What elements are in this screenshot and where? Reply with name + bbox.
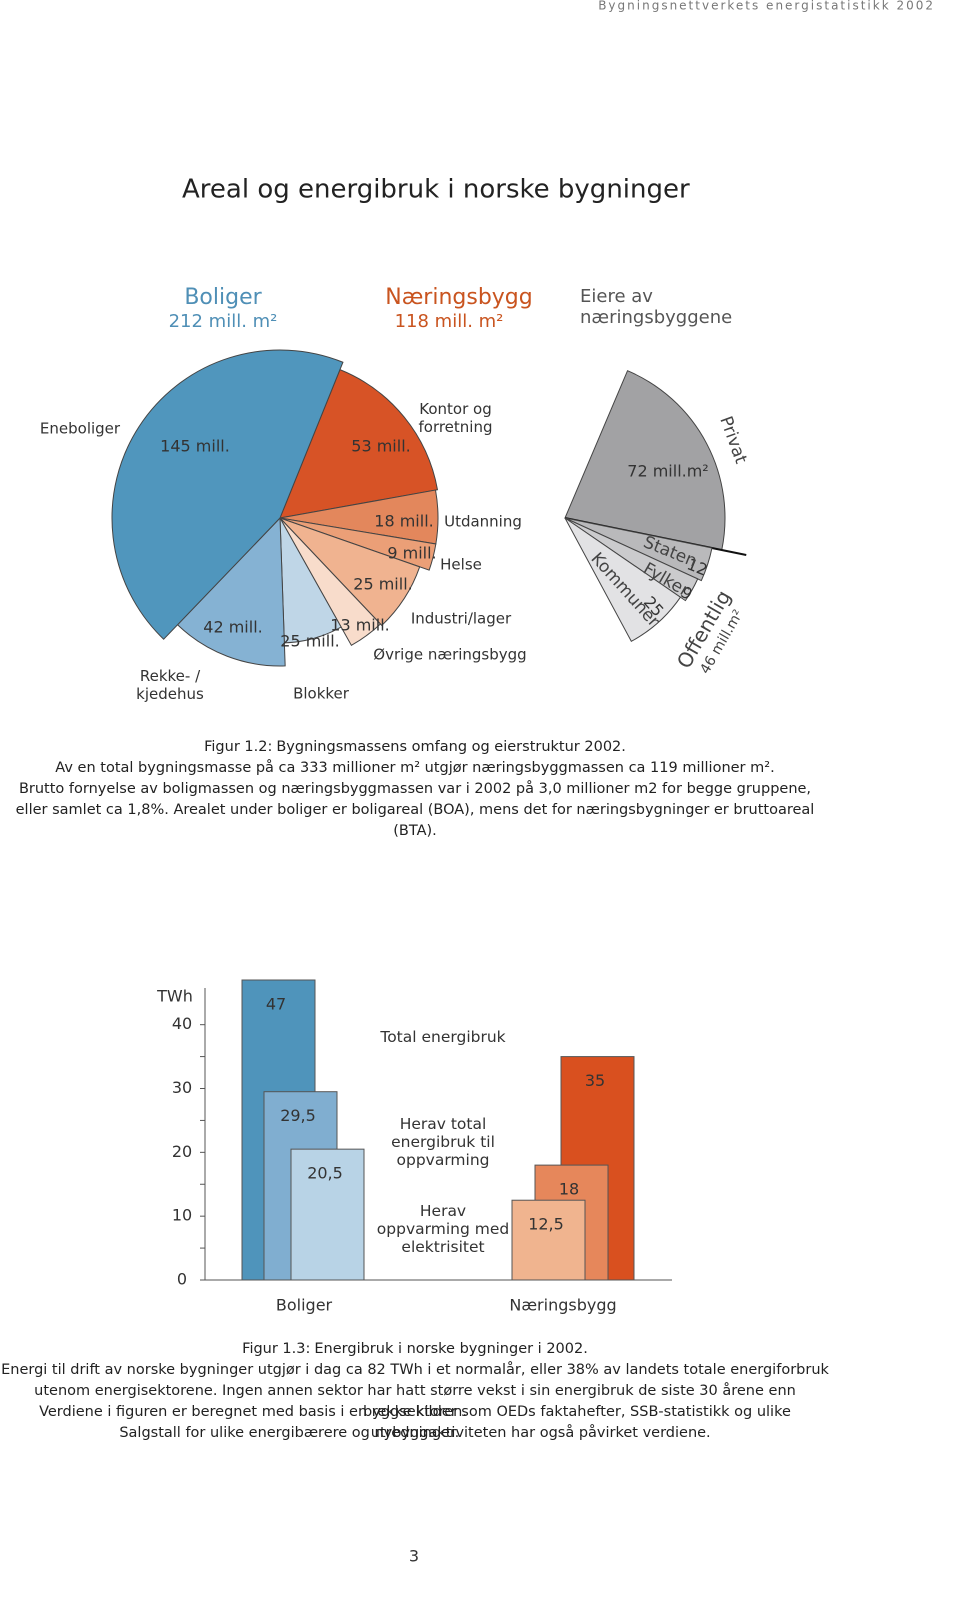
value-label: 72 mill.m² — [627, 462, 708, 481]
y-tick-label: 20 — [172, 1142, 192, 1161]
value-label: 35 — [585, 1071, 605, 1090]
caption-line: eller samlet ca 1,8%. Arealet under boli… — [15, 802, 815, 839]
caption-line: Salgstall for ulike energibærere og nyby… — [119, 1425, 711, 1441]
bar — [290, 1148, 365, 1281]
x-tick-label: Boliger — [276, 1296, 333, 1315]
caption-line: Av en total bygningsmasse på ca 333 mill… — [55, 760, 775, 776]
running-header: Bygningsnettverkets energistatistikk 200… — [598, 0, 935, 13]
group-total: 118 mill. m² — [395, 311, 504, 332]
caption-line: Verdiene i figuren er beregnet med basis… — [39, 1404, 791, 1441]
value-label: 12,5 — [528, 1215, 564, 1234]
bar — [511, 1199, 586, 1281]
y-axis-label: TWh — [156, 987, 193, 1006]
y-tick-label: 10 — [172, 1206, 192, 1225]
value-label: 145 mill. — [160, 437, 230, 456]
category-label: Helse — [440, 556, 482, 574]
pie-sector — [564, 517, 699, 602]
caption-line: utenom energisektorene. Ingen annen sekt… — [34, 1383, 796, 1420]
caption-label: Figur 1.2: — [204, 739, 273, 755]
category-label: Utdanning — [444, 513, 522, 531]
group-total: 212 mill. m² — [169, 311, 278, 332]
caption-line: Energi til drift av norske bygninger utg… — [1, 1362, 829, 1378]
x-tick-label: Næringsbygg — [509, 1296, 616, 1315]
pie-sector — [564, 517, 682, 642]
caption-line: Brutto fornyelse av boligmassen og nærin… — [18, 781, 812, 797]
caption-text: Bygningsmassens omfang og eierstruktur 2… — [276, 739, 626, 755]
category-label: Privat — [715, 414, 751, 467]
y-tick-label: 0 — [177, 1270, 187, 1289]
value-label: 25 mill. — [353, 575, 412, 594]
pie-title: Eiere av næringsbyggene — [580, 286, 733, 328]
category-label: Øvrige næringsbygg — [373, 646, 526, 664]
pie-sector — [111, 349, 344, 640]
caption-line: Figur 1.3: Energibruk i norske bygninger … — [0, 1339, 830, 1360]
value-label: 20,5 — [307, 1164, 343, 1183]
pie-sector — [279, 517, 382, 647]
series-label: Herav total energibruk til oppvarming — [391, 1115, 495, 1169]
caption-line: Figur 1.2: Bygningsmassens omfang og eier… — [0, 737, 830, 758]
caption-text: Energibruk i norske bygninger i 2002. — [314, 1341, 588, 1357]
category-label: Eneboliger — [40, 420, 121, 438]
caption-label: Figur 1.3: — [242, 1341, 311, 1357]
page-title: Areal og energibruk i norske bygninger — [182, 175, 690, 205]
category-label: Rekke- / kjedehus — [136, 667, 204, 703]
y-tick-label: 30 — [172, 1078, 192, 1097]
value-label: 18 — [559, 1180, 579, 1199]
series-label: Herav oppvarming med elektrisitet — [376, 1202, 510, 1256]
pie-sector — [279, 368, 439, 519]
pie-sector — [564, 370, 726, 551]
value-label: 13 mill. — [330, 616, 389, 635]
group-name: Næringsbygg — [385, 285, 533, 310]
value-label: 18 mill. — [374, 512, 433, 531]
category-label: Industri/lager — [411, 610, 512, 628]
page-number: 3 — [409, 1547, 419, 1566]
pie-sector — [176, 516, 286, 667]
value-label: 25 mill. — [280, 632, 339, 651]
group-name: Boliger — [184, 285, 262, 310]
pie-sector — [279, 517, 437, 571]
category-label: Kontor og forretning — [418, 400, 493, 436]
value-label: 53 mill. — [351, 437, 410, 456]
pie-sector — [279, 517, 421, 627]
pie-sector — [564, 517, 713, 582]
value-label: 9 mill. — [387, 544, 436, 563]
value-label: 47 — [266, 995, 286, 1014]
y-tick-label: 40 — [172, 1014, 192, 1033]
value-label: 29,5 — [280, 1106, 316, 1125]
series-label: Total energibruk — [380, 1028, 506, 1046]
category-label: Blokker — [293, 685, 350, 703]
value-label: 42 mill. — [203, 618, 262, 637]
